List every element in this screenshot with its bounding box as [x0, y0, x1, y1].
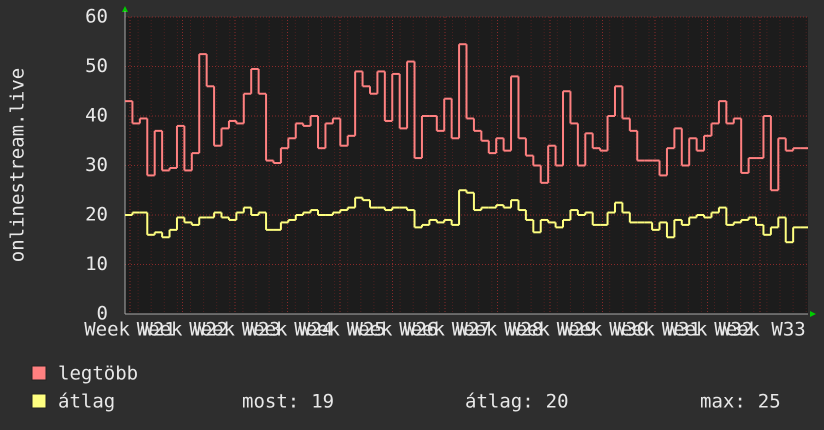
y-axis-title: onlinestream.live	[7, 68, 29, 262]
axis-arrow	[810, 311, 816, 317]
y-tick-label: 60	[85, 6, 108, 28]
axis-arrow	[122, 6, 128, 12]
x-tick-label: Week W27	[399, 319, 491, 341]
x-tick-label: Week W28	[452, 319, 544, 341]
x-tick-label: Week W32	[662, 319, 754, 341]
stat-label: max:	[700, 391, 746, 413]
stat-label: átlag:	[465, 391, 534, 413]
x-tick-label: Week W26	[347, 319, 439, 341]
stat-value: 25	[758, 391, 781, 413]
legend-label: legtöbb	[58, 363, 138, 385]
legend-label: átlag	[58, 391, 115, 413]
x-tick-label: Week W29	[504, 319, 596, 341]
legend-swatch	[31, 393, 47, 409]
y-tick-label: 20	[85, 204, 108, 226]
x-tick-label: Week W31	[609, 319, 701, 341]
x-tick-label: Week W30	[557, 319, 649, 341]
y-tick-label: 40	[85, 105, 108, 127]
y-tick-label: 50	[85, 55, 108, 77]
x-tick-label: Week W25	[294, 319, 386, 341]
y-tick-label: 30	[85, 154, 108, 176]
x-tick-label: Week W33	[714, 319, 806, 341]
x-tick-label: Week W22	[137, 319, 229, 341]
x-tick-label: Week W24	[242, 319, 334, 341]
stat-label: most:	[242, 391, 299, 413]
y-tick-label: 10	[85, 253, 108, 275]
x-tick-label: Week W21	[84, 319, 176, 341]
legend-swatch	[31, 365, 47, 381]
y-tick-label: 0	[97, 303, 108, 325]
stat-value: 20	[546, 391, 569, 413]
stat-value: 19	[311, 391, 334, 413]
x-tick-label: Week W23	[189, 319, 281, 341]
